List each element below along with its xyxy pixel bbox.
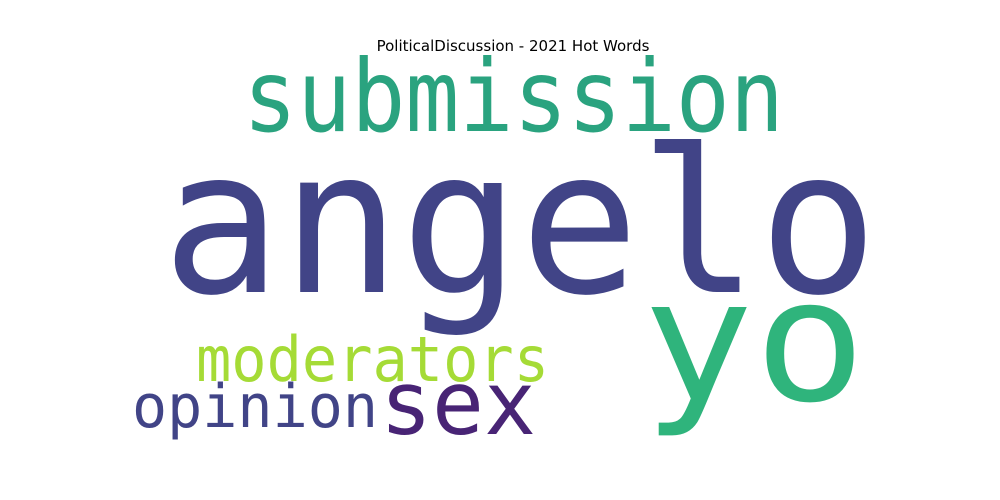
word-angelo: angelo xyxy=(162,107,878,340)
word-opinion: opinion xyxy=(132,372,378,442)
word-sex: sex xyxy=(380,352,536,455)
word-moderators: moderators xyxy=(196,323,549,396)
word-yo: yo xyxy=(642,243,866,441)
word-submission: submission xyxy=(243,38,784,155)
chart-title: PoliticalDiscussion - 2021 Hot Words xyxy=(376,37,650,55)
